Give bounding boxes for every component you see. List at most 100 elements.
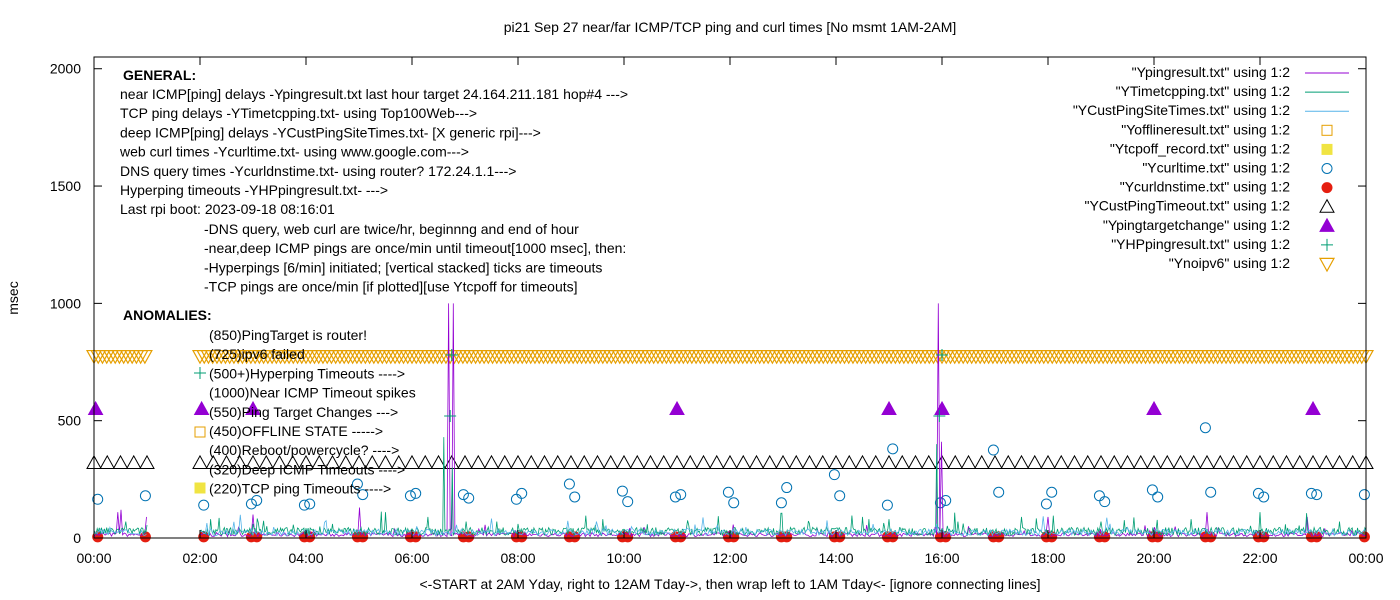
series-line — [200, 514, 1367, 537]
data-point — [1205, 486, 1217, 498]
x-tick-label: 08:00 — [500, 550, 535, 566]
legend-entry-swatch — [1321, 163, 1333, 174]
x-tick-label: 00:00 — [1348, 550, 1383, 566]
data-point — [920, 454, 937, 470]
data-point — [1238, 454, 1255, 470]
legend-entry-swatch — [1318, 257, 1336, 273]
data-point — [404, 454, 420, 470]
data-point — [675, 489, 687, 501]
series-line — [199, 437, 1367, 537]
data-point — [993, 486, 1005, 498]
data-point — [364, 454, 381, 470]
x-tick-label: 16:00 — [924, 550, 959, 566]
data-point — [775, 454, 791, 470]
legend-entry-swatch — [1321, 143, 1333, 155]
data-point — [311, 454, 328, 470]
legend-entry-label: "Ytcpoff_record.txt" using 1:2 — [1110, 140, 1290, 156]
annotation-general-line: Last rpi boot: 2023-09-18 08:16:01 — [120, 201, 335, 217]
data-point — [1066, 454, 1083, 470]
data-point — [987, 444, 999, 456]
data-point — [1053, 454, 1070, 470]
data-point — [828, 454, 844, 470]
y-tick-label: 500 — [58, 413, 82, 429]
y-tick-label: 1500 — [50, 178, 81, 194]
data-point — [973, 454, 990, 470]
data-point — [563, 478, 575, 490]
data-point — [616, 485, 628, 497]
annotation-anomaly-line: (220)TCP ping Timeouts ----> — [209, 481, 391, 497]
data-point — [1199, 422, 1211, 434]
data-point — [987, 454, 1003, 470]
legend-entry-label: "YHPpingresult.txt" using 1:2 — [1111, 236, 1290, 252]
data-point — [722, 486, 734, 498]
data-point — [1013, 454, 1030, 470]
data-point — [430, 454, 447, 470]
data-point — [1040, 454, 1056, 470]
data-point — [669, 454, 685, 470]
data-point — [251, 494, 263, 506]
legend-entry-label: "Yofflineresult.txt" using 1:2 — [1121, 121, 1290, 137]
data-point — [218, 454, 235, 470]
annotation-general-line: Hyperping timeouts -YHPpingresult.txt- -… — [120, 182, 388, 198]
data-point — [351, 454, 367, 470]
x-tick-label: 00:00 — [76, 550, 111, 566]
annotation-anomaly-line: (725)ipv6 failed — [209, 346, 305, 362]
data-point — [936, 348, 948, 361]
data-point — [655, 454, 672, 470]
data-point — [1252, 454, 1268, 470]
legend-entry-swatch — [1321, 182, 1333, 194]
data-point — [1212, 454, 1229, 470]
data-point — [881, 454, 897, 470]
data-point — [1225, 454, 1242, 470]
legend-entry-swatch — [1321, 124, 1333, 136]
data-point — [781, 482, 793, 494]
x-tick-label: 12:00 — [712, 550, 747, 566]
data-point — [1106, 454, 1123, 470]
y-axis-label: msec — [5, 281, 21, 314]
x-axis-label: <-START at 2AM Yday, right to 12AM Tday-… — [419, 576, 1040, 592]
y-tick-label: 2000 — [50, 61, 81, 77]
legend-entry-label: "Ycurltime.txt" using 1:2 — [1142, 160, 1290, 176]
data-point — [563, 454, 579, 470]
data-point — [629, 454, 646, 470]
annotation-note-line: -near,deep ICMP pings are once/min until… — [204, 240, 626, 256]
data-point — [933, 409, 946, 422]
anomaly-example-marker — [194, 482, 206, 494]
data-point — [1305, 454, 1321, 470]
data-point — [444, 409, 457, 422]
data-point — [198, 499, 210, 511]
data-point — [92, 493, 104, 505]
data-point — [549, 454, 566, 470]
x-tick-label: 22:00 — [1242, 550, 1277, 566]
annotation-anomaly-line: (550)Ping Target Changes ---> — [209, 404, 398, 420]
annotation-anomaly-line: (500+)Hyperping Timeouts ----> — [209, 365, 405, 381]
axes: 0 500 1000 1500 2000 00:00 02:00 04:00 06:00 08:0… — [50, 57, 1384, 566]
data-point — [1146, 454, 1162, 470]
data-point — [1291, 454, 1308, 470]
data-point — [854, 454, 871, 470]
data-point — [834, 490, 846, 502]
data-point — [881, 400, 897, 416]
x-tick-label: 18:00 — [1030, 550, 1065, 566]
data-point — [622, 496, 634, 508]
data-point — [1199, 454, 1215, 470]
data-point — [284, 454, 301, 470]
series-line — [200, 303, 1367, 538]
data-point — [139, 531, 151, 543]
annotation-general-line: web curl times -Ycurltime.txt- using www… — [119, 144, 469, 160]
data-point — [192, 454, 208, 470]
data-point — [841, 454, 858, 470]
data-point — [1146, 400, 1162, 416]
annotation-general-heading: GENERAL: — [123, 67, 196, 83]
data-point — [1026, 454, 1043, 470]
data-point — [136, 349, 153, 365]
data-point — [457, 489, 469, 501]
data-point — [1258, 491, 1270, 503]
data-point — [867, 454, 884, 470]
data-point — [245, 498, 257, 510]
data-point — [1265, 454, 1282, 470]
data-point — [1099, 496, 1111, 508]
annotation-general-line: deep ICMP[ping] delays -YCustPingSiteTim… — [120, 124, 541, 140]
legend-entry-swatch — [1319, 198, 1335, 213]
data-point — [708, 454, 725, 470]
